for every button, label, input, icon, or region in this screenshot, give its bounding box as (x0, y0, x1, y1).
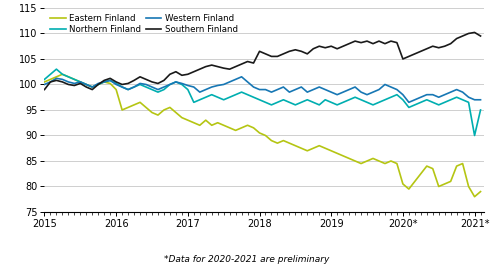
Western Finland (292, 88, 298, 91)
Eastern Finland (41, 80, 47, 83)
Eastern Finland (137, 101, 143, 104)
Western Finland (131, 85, 137, 89)
Western Finland (239, 75, 245, 78)
Northern Finland (41, 78, 47, 81)
Southern Finland (478, 34, 484, 38)
Northern Finland (442, 101, 448, 104)
Western Finland (185, 84, 191, 87)
Line: Southern Finland: Southern Finland (44, 32, 481, 90)
Northern Finland (53, 68, 59, 71)
Western Finland (137, 82, 143, 85)
Northern Finland (472, 134, 478, 137)
Eastern Finland (472, 195, 478, 198)
Southern Finland (185, 73, 191, 76)
Northern Finland (191, 101, 197, 104)
Northern Finland (143, 85, 149, 89)
Southern Finland (137, 75, 143, 78)
Western Finland (448, 91, 453, 94)
Eastern Finland (191, 121, 197, 124)
Eastern Finland (59, 73, 65, 76)
Eastern Finland (478, 190, 484, 193)
Legend: Eastern Finland, Northern Finland, Western Finland, Southern Finland: Eastern Finland, Northern Finland, Weste… (49, 12, 240, 36)
Western Finland (478, 98, 484, 101)
Southern Finland (41, 88, 47, 91)
Eastern Finland (442, 182, 448, 186)
Eastern Finland (287, 142, 292, 145)
Western Finland (406, 101, 412, 104)
Eastern Finland (292, 144, 298, 147)
Southern Finland (281, 52, 287, 55)
Line: Northern Finland: Northern Finland (44, 69, 481, 135)
Southern Finland (287, 50, 292, 53)
Northern Finland (478, 108, 484, 112)
Northern Finland (137, 83, 143, 86)
Southern Finland (436, 46, 442, 49)
Northern Finland (292, 103, 298, 107)
Text: *Data for 2020-2021 are preliminary: *Data for 2020-2021 are preliminary (165, 255, 329, 264)
Eastern Finland (143, 106, 149, 109)
Southern Finland (131, 79, 137, 82)
Line: Eastern Finland: Eastern Finland (44, 74, 481, 197)
Line: Western Finland: Western Finland (44, 77, 481, 102)
Western Finland (41, 83, 47, 86)
Northern Finland (287, 101, 292, 104)
Western Finland (287, 91, 292, 94)
Southern Finland (472, 31, 478, 34)
